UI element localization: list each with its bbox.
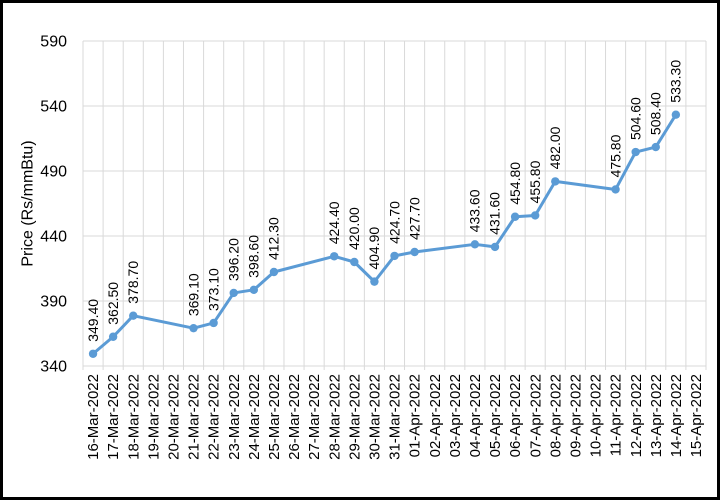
data-point-label: 412.30 — [266, 217, 282, 260]
x-tick-label: 26-Mar-2022 — [286, 374, 303, 460]
data-point-marker — [229, 288, 238, 298]
data-point-label: 482.00 — [547, 126, 563, 169]
x-tick-label: 09-Apr-2022 — [567, 374, 584, 457]
data-point-label: 475.80 — [607, 134, 623, 177]
data-point-label: 431.60 — [487, 192, 503, 235]
x-tick-label: 06-Apr-2022 — [507, 374, 524, 457]
y-tick-label: 490 — [40, 163, 67, 180]
data-point-label: 504.60 — [627, 97, 643, 140]
data-point-marker — [189, 323, 198, 333]
x-tick-label: 01-Apr-2022 — [407, 374, 424, 457]
data-point-label: 508.40 — [648, 92, 664, 135]
x-tick-label: 13-Apr-2022 — [648, 374, 665, 457]
data-point-marker — [350, 257, 359, 267]
data-point-label: 404.90 — [366, 227, 382, 270]
data-point-label: 369.10 — [185, 273, 201, 316]
data-point-marker — [651, 142, 660, 152]
x-tick-label: 12-Apr-2022 — [628, 374, 645, 457]
x-tick-label: 23-Mar-2022 — [226, 374, 243, 460]
x-tick-label: 17-Mar-2022 — [105, 374, 122, 460]
x-tick-label: 29-Mar-2022 — [346, 374, 363, 460]
data-point-label: 398.60 — [246, 235, 262, 278]
x-tick-label: 28-Mar-2022 — [326, 374, 343, 460]
x-tick-label: 25-Mar-2022 — [266, 374, 283, 460]
y-axis-title: Price (Rs/mmBtu) — [19, 140, 36, 266]
data-point-marker — [631, 147, 640, 157]
x-tick-label: 10-Apr-2022 — [588, 374, 605, 457]
x-tick-label: 08-Apr-2022 — [547, 374, 564, 457]
x-tick-label: 11-Apr-2022 — [608, 374, 625, 456]
price-line-chart: 340 390 440 490 540 590 16-Mar-2022 17-Mar-2022… — [19, 33, 707, 460]
x-tick-label: 19-Mar-2022 — [145, 374, 162, 460]
data-point-label: 427.70 — [406, 197, 422, 240]
data-point-label: 433.60 — [467, 189, 483, 232]
x-tick-label: 27-Mar-2022 — [306, 374, 323, 460]
x-tick-label: 15-Apr-2022 — [688, 374, 705, 457]
data-point-label: 362.50 — [105, 282, 121, 325]
data-point-marker — [209, 318, 218, 328]
data-point-marker — [269, 267, 279, 277]
data-point-marker — [530, 211, 540, 220]
data-point-label: 396.20 — [225, 238, 241, 281]
data-point-marker — [490, 242, 500, 252]
data-point-label: 420.00 — [346, 207, 362, 250]
data-point-label: 533.30 — [668, 60, 684, 103]
data-point-marker — [611, 185, 620, 194]
data-point-marker — [551, 177, 560, 186]
data-point-label: 373.10 — [205, 268, 221, 311]
x-tick-label: 22-Mar-2022 — [206, 374, 223, 460]
data-point-marker — [370, 277, 379, 286]
x-tick-label: 14-Apr-2022 — [668, 374, 685, 457]
y-tick-label: 340 — [40, 358, 67, 375]
y-tick-label: 540 — [40, 98, 67, 115]
x-tick-label: 03-Apr-2022 — [447, 374, 464, 457]
data-point-label: 454.80 — [507, 162, 523, 205]
data-point-marker — [390, 251, 399, 261]
x-tick-label: 30-Mar-2022 — [367, 374, 384, 460]
x-tick-label: 31-Mar-2022 — [387, 374, 404, 460]
data-point-label: 424.70 — [386, 201, 402, 244]
data-point-label: 424.40 — [326, 201, 342, 244]
data-point-marker — [249, 285, 259, 295]
x-tick-label: 21-Mar-2022 — [186, 374, 203, 460]
x-tick-label: 18-Mar-2022 — [125, 374, 142, 460]
data-point-marker — [470, 240, 480, 249]
data-point-label: 349.40 — [85, 299, 101, 342]
x-tick-label: 05-Apr-2022 — [487, 374, 504, 457]
data-point-label: 378.70 — [125, 261, 141, 304]
data-point-marker — [330, 252, 339, 261]
data-point-marker — [88, 349, 98, 358]
data-point-marker — [410, 247, 419, 257]
y-tick-label: 590 — [40, 33, 67, 50]
y-tick-label: 390 — [40, 293, 67, 310]
price-series-line — [91, 113, 678, 356]
data-point-marker — [108, 332, 118, 341]
x-tick-label: 24-Mar-2022 — [246, 374, 263, 460]
y-tick-label: 440 — [40, 228, 67, 245]
data-point-marker — [510, 212, 520, 221]
x-tick-label: 02-Apr-2022 — [427, 374, 444, 457]
x-tick-label: 20-Mar-2022 — [166, 374, 183, 460]
data-point-label: 455.80 — [527, 160, 543, 203]
data-point-marker — [129, 311, 138, 320]
x-tick-label: 16-Mar-2022 — [85, 374, 102, 460]
x-tick-label: 04-Apr-2022 — [467, 374, 484, 457]
x-tick-label: 07-Apr-2022 — [527, 374, 544, 457]
data-point-marker — [671, 110, 681, 119]
